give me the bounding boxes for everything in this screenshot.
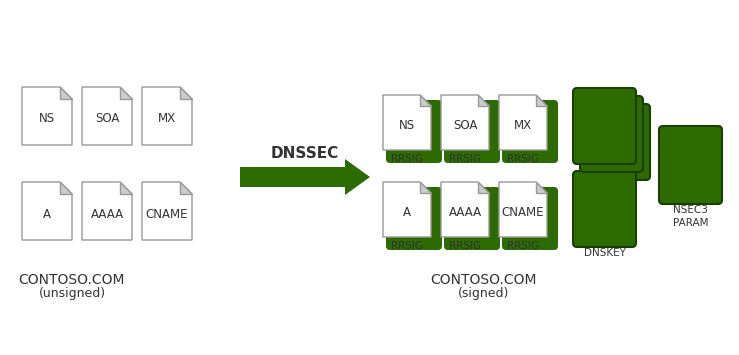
FancyBboxPatch shape bbox=[502, 187, 558, 250]
Polygon shape bbox=[180, 182, 192, 194]
Polygon shape bbox=[22, 87, 72, 145]
Polygon shape bbox=[142, 87, 192, 145]
Polygon shape bbox=[536, 182, 547, 193]
Text: RRSIG: RRSIG bbox=[391, 154, 423, 164]
Text: RRSIG: RRSIG bbox=[507, 241, 539, 251]
Polygon shape bbox=[478, 182, 489, 193]
FancyBboxPatch shape bbox=[659, 126, 722, 204]
Text: CONTOSO.COM: CONTOSO.COM bbox=[431, 273, 537, 287]
Text: AAAA: AAAA bbox=[449, 206, 482, 219]
Polygon shape bbox=[383, 95, 431, 150]
Bar bbox=[240, 167, 347, 187]
Text: CNAME: CNAME bbox=[146, 208, 188, 220]
Polygon shape bbox=[142, 182, 192, 240]
FancyBboxPatch shape bbox=[573, 171, 636, 247]
Polygon shape bbox=[22, 182, 72, 240]
Polygon shape bbox=[536, 95, 547, 106]
Polygon shape bbox=[383, 182, 431, 237]
Text: A: A bbox=[403, 206, 411, 219]
Polygon shape bbox=[120, 182, 132, 194]
Text: SOA: SOA bbox=[453, 119, 477, 132]
Text: A: A bbox=[43, 208, 51, 220]
Polygon shape bbox=[420, 95, 431, 106]
Text: SOA: SOA bbox=[95, 113, 119, 126]
Polygon shape bbox=[345, 159, 370, 195]
Polygon shape bbox=[82, 182, 132, 240]
Text: MX: MX bbox=[514, 119, 532, 132]
Text: DNSSEC: DNSSEC bbox=[271, 146, 339, 161]
Text: CNAME: CNAME bbox=[502, 206, 544, 219]
Text: NS: NS bbox=[39, 113, 55, 126]
Polygon shape bbox=[82, 87, 132, 145]
Text: MX: MX bbox=[158, 113, 176, 126]
Polygon shape bbox=[441, 95, 489, 150]
Polygon shape bbox=[478, 95, 489, 106]
Polygon shape bbox=[60, 87, 72, 99]
Polygon shape bbox=[420, 182, 431, 193]
Text: RRSIG: RRSIG bbox=[391, 241, 423, 251]
FancyBboxPatch shape bbox=[386, 187, 442, 250]
Polygon shape bbox=[499, 182, 547, 237]
Polygon shape bbox=[499, 95, 547, 150]
Text: NSEC3: NSEC3 bbox=[580, 165, 615, 175]
Text: (signed): (signed) bbox=[458, 287, 510, 300]
Text: DNSKEY: DNSKEY bbox=[584, 248, 625, 258]
FancyBboxPatch shape bbox=[444, 100, 500, 163]
Text: NSEC3
PARAM: NSEC3 PARAM bbox=[672, 205, 708, 228]
FancyBboxPatch shape bbox=[502, 100, 558, 163]
Text: RRSIG: RRSIG bbox=[507, 154, 539, 164]
Text: AAAA: AAAA bbox=[90, 208, 123, 220]
Polygon shape bbox=[120, 87, 132, 99]
FancyBboxPatch shape bbox=[580, 96, 643, 172]
FancyBboxPatch shape bbox=[386, 100, 442, 163]
FancyBboxPatch shape bbox=[573, 88, 636, 164]
Text: RRSIG: RRSIG bbox=[449, 241, 481, 251]
Polygon shape bbox=[441, 182, 489, 237]
Text: NS: NS bbox=[399, 119, 415, 132]
Polygon shape bbox=[60, 182, 72, 194]
FancyBboxPatch shape bbox=[587, 104, 650, 180]
Text: (unsigned): (unsigned) bbox=[38, 287, 106, 300]
FancyBboxPatch shape bbox=[444, 187, 500, 250]
Text: RRSIG: RRSIG bbox=[449, 154, 481, 164]
Polygon shape bbox=[180, 87, 192, 99]
Text: CONTOSO.COM: CONTOSO.COM bbox=[18, 273, 125, 287]
